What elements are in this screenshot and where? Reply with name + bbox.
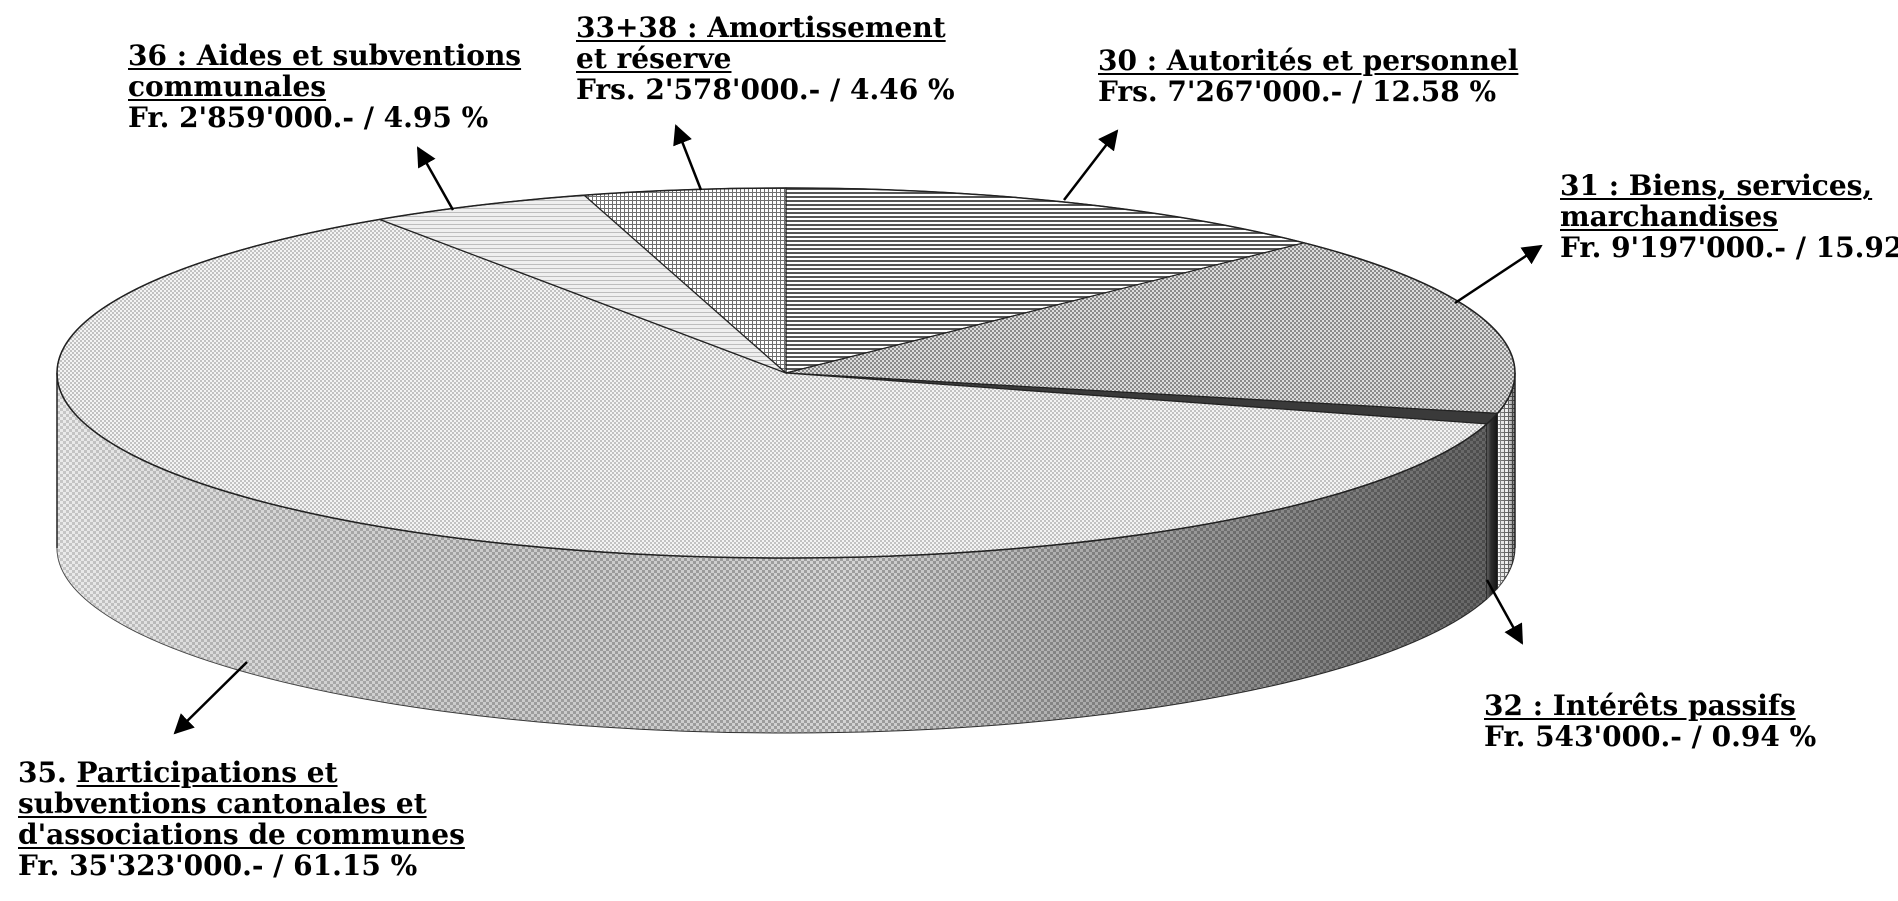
arrow-31 — [1454, 244, 1543, 305]
label-32: 32 : Intérêts passifs Fr. 543'000.- / 0.… — [1484, 690, 1816, 752]
label-36-line1: 36 : Aides et subventions — [128, 39, 522, 72]
arrow-30 — [1063, 129, 1119, 201]
label-35-line1: 35. Participations et — [18, 757, 465, 788]
arrow-35 — [173, 661, 248, 735]
label-31-line1: 31 : Biens, services, — [1560, 169, 1873, 202]
arrow-32 — [1485, 579, 1524, 645]
label-31: 31 : Biens, services, marchandises Fr. 9… — [1560, 170, 1898, 263]
label-35-amount: Fr. 35'323'000.- / 61.15 % — [18, 849, 418, 882]
label-35-line2: subventions cantonales et — [18, 787, 427, 820]
leader-arrows — [173, 124, 1543, 735]
arrow-36 — [416, 146, 455, 211]
pie-layer — [56, 187, 1516, 734]
label-35: 35. Participations et subventions canton… — [18, 757, 465, 881]
arrow-3338 — [673, 124, 703, 191]
label-3338-line2: et réserve — [576, 42, 732, 75]
label-3338: 33+38 : Amortissement et réserve Frs. 2'… — [576, 12, 955, 105]
label-3338-amount: Frs. 2'578'000.- / 4.46 % — [576, 73, 955, 106]
pie-side-shade-s32 — [1486, 413, 1498, 599]
label-30-line1: 30 : Autorités et personnel — [1098, 44, 1519, 77]
label-31-line2: marchandises — [1560, 200, 1778, 233]
label-32-line1: 32 : Intérêts passifs — [1484, 689, 1796, 722]
label-30-amount: Frs. 7'267'000.- / 12.58 % — [1098, 75, 1497, 108]
pie-side-shade-s31 — [1497, 373, 1515, 589]
label-36-amount: Fr. 2'859'000.- / 4.95 % — [128, 101, 489, 134]
label-35-text1: Participations et — [76, 756, 338, 789]
label-31-amount: Fr. 9'197'000.- / 15.92 % — [1560, 231, 1898, 264]
label-36-line2: communales — [128, 70, 327, 103]
label-36: 36 : Aides et subventions communales Fr.… — [128, 40, 521, 133]
label-30: 30 : Autorités et personnel Frs. 7'267'0… — [1098, 45, 1518, 107]
pie-side-shade-s35 — [56, 373, 1487, 734]
label-3338-line1: 33+38 : Amortissement — [576, 11, 946, 44]
label-35-line3: d'associations de communes — [18, 818, 465, 851]
label-35-prefix: 35. — [18, 756, 67, 789]
label-32-amount: Fr. 543'000.- / 0.94 % — [1484, 720, 1817, 753]
